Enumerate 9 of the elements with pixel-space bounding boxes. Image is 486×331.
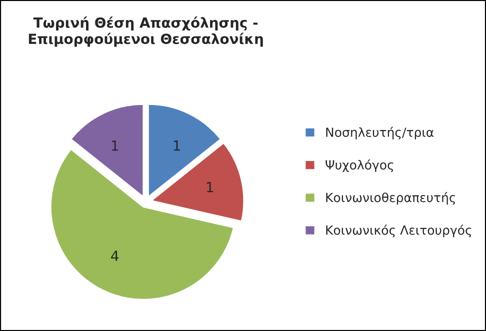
legend-label: Νοσηλευτής/τρια xyxy=(326,126,434,140)
data-label: 1 xyxy=(174,140,180,151)
data-label: 1 xyxy=(206,182,213,192)
legend-label: Κοινωνιοθεραπευτής xyxy=(326,192,456,205)
legend-label: Κοινωνικός Λειτουργός xyxy=(326,224,472,238)
legend-label: Ψυχολόγος xyxy=(326,159,394,172)
data-label: 1 xyxy=(112,140,118,151)
data-label: 4 xyxy=(111,250,118,261)
chart-title: Τωρινή Θέση Απασχόλησης - Επιμορφούμενοι Θεσσαλονίκη xyxy=(28,16,263,47)
